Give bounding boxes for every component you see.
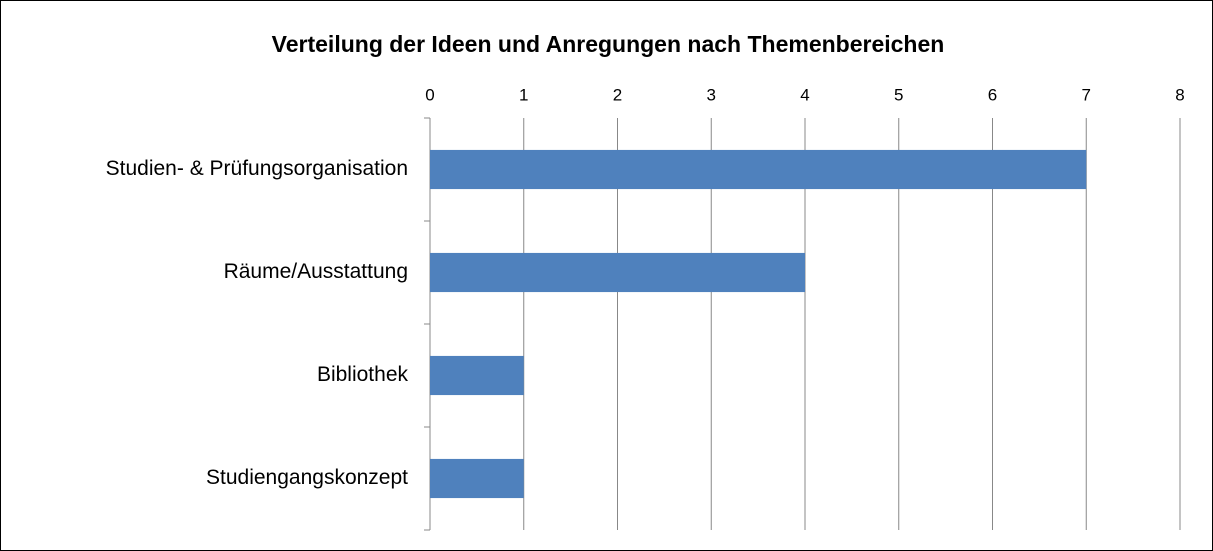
x-tick-label: 5 bbox=[894, 85, 903, 104]
bar bbox=[430, 355, 524, 396]
bar bbox=[430, 149, 1087, 190]
x-tick-label: 0 bbox=[425, 85, 434, 104]
bar bbox=[430, 458, 524, 499]
x-tick-label: 6 bbox=[988, 85, 997, 104]
x-tick-label: 2 bbox=[613, 85, 622, 104]
x-tick-label: 3 bbox=[707, 85, 716, 104]
x-tick-label: 7 bbox=[1082, 85, 1091, 104]
x-tick-label: 1 bbox=[519, 85, 528, 104]
y-tick-label: Bibliothek bbox=[317, 363, 409, 386]
chart-title: Verteilung der Ideen und Anregungen nach… bbox=[272, 31, 945, 57]
bar bbox=[430, 252, 805, 293]
y-tick-label: Studien- & Prüfungsorganisation bbox=[106, 157, 408, 180]
x-tick-label: 4 bbox=[800, 85, 809, 104]
y-tick-label: Räume/Ausstattung bbox=[224, 260, 408, 283]
y-tick-label: Studiengangskonzept bbox=[206, 466, 408, 489]
x-tick-label: 8 bbox=[1175, 85, 1184, 104]
